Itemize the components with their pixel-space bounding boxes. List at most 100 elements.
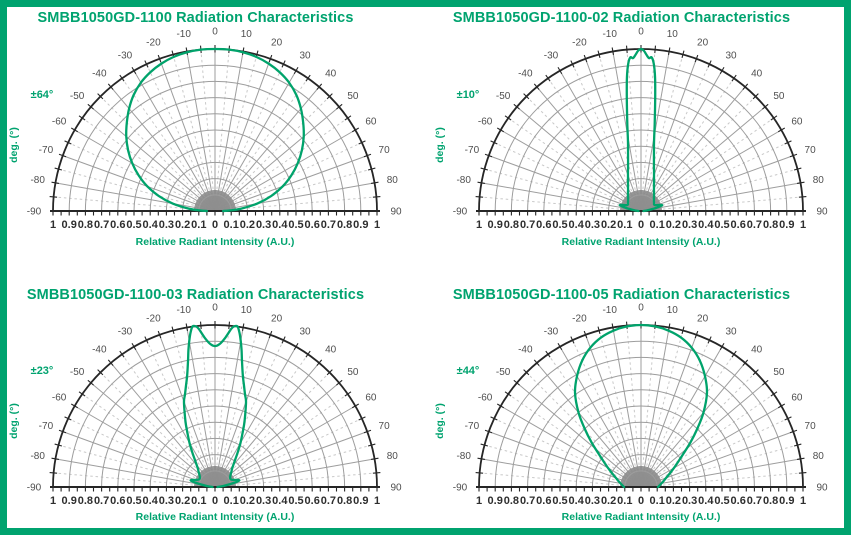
svg-text:90: 90: [816, 483, 828, 494]
svg-text:0.3: 0.3: [585, 495, 600, 507]
svg-text:0.4: 0.4: [569, 219, 585, 231]
chart-1100: -90 -80 -70 -60 -50 -40 -30 -20 -10 0 10 20 30 40 50 60…: [0, 0, 425, 267]
svg-text:0.2: 0.2: [601, 219, 616, 231]
svg-text:0.6: 0.6: [110, 495, 125, 507]
svg-text:-90: -90: [27, 207, 42, 218]
svg-text:50: 50: [773, 91, 785, 102]
svg-text:-40: -40: [92, 345, 107, 356]
svg-text:0.7: 0.7: [321, 495, 336, 507]
svg-text:80: 80: [387, 451, 399, 462]
svg-text:0.9: 0.9: [779, 495, 794, 507]
svg-text:0.5: 0.5: [126, 495, 141, 507]
svg-text:-90: -90: [453, 207, 468, 218]
svg-text:-30: -30: [544, 51, 559, 62]
svg-text:0.5: 0.5: [714, 219, 729, 231]
svg-text:-20: -20: [572, 37, 587, 48]
svg-text:0.6: 0.6: [305, 495, 320, 507]
svg-text:-40: -40: [518, 345, 533, 356]
chart-1100-02: -90 -80 -70 -60 -50 -40 -30 -20 -10 0 10 20 30 40 50 60…: [426, 0, 851, 267]
svg-text:0: 0: [638, 303, 644, 314]
svg-text:80: 80: [813, 175, 825, 186]
polar-plot-1100-03: -90-80-70-60-50-40-30-20-10 0 102030405060…: [27, 303, 402, 508]
svg-text:0.6: 0.6: [305, 219, 320, 231]
svg-text:0: 0: [638, 27, 644, 38]
svg-text:0.9: 0.9: [62, 495, 77, 507]
svg-text:0.6: 0.6: [731, 495, 746, 507]
chart-1100-03: -90 -80 -70 -60 -50 -40 -30 -20 -10 0 10 20 30 40 50 60…: [0, 268, 425, 535]
svg-text:30: 30: [725, 327, 737, 338]
y-axis-label: deg. (°): [434, 403, 446, 439]
svg-text:0.3: 0.3: [682, 219, 697, 231]
svg-text:-70: -70: [465, 421, 480, 432]
svg-text:0.1: 0.1: [617, 219, 632, 231]
svg-text:0.9: 0.9: [353, 219, 368, 231]
svg-text:0.7: 0.7: [321, 219, 336, 231]
svg-text:0.1: 0.1: [650, 495, 665, 507]
svg-text:1: 1: [374, 219, 380, 231]
svg-text:-50: -50: [496, 367, 511, 378]
svg-text:0: 0: [638, 219, 644, 231]
svg-text:-90: -90: [27, 483, 42, 494]
svg-text:90: 90: [390, 483, 402, 494]
svg-text:-10: -10: [176, 305, 191, 316]
svg-text:0.3: 0.3: [256, 495, 271, 507]
svg-text:20: 20: [697, 313, 709, 324]
polar-plot-1100: -90-80-70-60-50-40-30-20-10 0 102030405060…: [27, 27, 402, 232]
svg-text:60: 60: [791, 117, 803, 128]
svg-text:40: 40: [751, 69, 763, 80]
x-axis-label: Relative Radiant Intensity (A.U.): [561, 236, 721, 248]
x-axis-label: Relative Radiant Intensity (A.U.): [561, 511, 721, 523]
svg-text:90: 90: [390, 207, 402, 218]
svg-text:1: 1: [476, 219, 482, 231]
svg-text:0.2: 0.2: [601, 495, 616, 507]
svg-text:0.5: 0.5: [552, 495, 567, 507]
svg-text:-50: -50: [70, 367, 85, 378]
svg-text:10: 10: [241, 29, 253, 40]
x-axis-label: Relative Radiant Intensity (A.U.): [135, 511, 295, 523]
y-axis-label: deg. (°): [8, 127, 20, 163]
svg-text:0.7: 0.7: [520, 219, 535, 231]
svg-text:0.6: 0.6: [536, 495, 551, 507]
svg-text:0.7: 0.7: [520, 495, 535, 507]
svg-text:0: 0: [212, 303, 218, 314]
svg-text:90: 90: [816, 207, 828, 218]
y-axis-label: deg. (°): [8, 403, 20, 439]
svg-text:0.1: 0.1: [224, 219, 239, 231]
svg-text:0.5: 0.5: [288, 219, 303, 231]
svg-text:10: 10: [241, 305, 253, 316]
svg-text:1: 1: [800, 219, 806, 231]
svg-text:0.3: 0.3: [585, 219, 600, 231]
svg-text:0.4: 0.4: [143, 219, 159, 231]
svg-text:0.4: 0.4: [698, 219, 714, 231]
svg-text:0.8: 0.8: [504, 219, 519, 231]
svg-text:0.4: 0.4: [698, 495, 714, 507]
svg-text:0.5: 0.5: [288, 495, 303, 507]
svg-text:50: 50: [773, 367, 785, 378]
svg-text:-80: -80: [30, 451, 45, 462]
svg-text:-80: -80: [30, 175, 45, 186]
x-axis-label: Relative Radiant Intensity (A.U.): [135, 236, 295, 248]
svg-text:-70: -70: [465, 145, 480, 156]
svg-text:0.4: 0.4: [143, 495, 159, 507]
svg-text:0.6: 0.6: [110, 219, 125, 231]
svg-text:-70: -70: [39, 145, 54, 156]
svg-text:1: 1: [374, 495, 380, 507]
svg-text:-10: -10: [602, 305, 617, 316]
svg-text:0.2: 0.2: [666, 219, 681, 231]
svg-text:70: 70: [379, 145, 391, 156]
svg-text:0.5: 0.5: [552, 219, 567, 231]
svg-text:-10: -10: [176, 29, 191, 40]
svg-text:-30: -30: [544, 327, 559, 338]
svg-text:30: 30: [725, 51, 737, 62]
svg-text:1: 1: [50, 219, 56, 231]
beam-angle-label: ±10°: [456, 89, 480, 101]
svg-text:0.1: 0.1: [650, 219, 665, 231]
svg-text:0.1: 0.1: [191, 495, 206, 507]
svg-text:0.8: 0.8: [78, 495, 93, 507]
svg-text:80: 80: [387, 175, 399, 186]
svg-text:0.4: 0.4: [272, 495, 288, 507]
svg-text:0.6: 0.6: [731, 219, 746, 231]
svg-text:-30: -30: [118, 51, 133, 62]
svg-text:0.8: 0.8: [337, 219, 352, 231]
chart-title: SMBB1050GD-1100-02 Radiation Characteris…: [452, 10, 791, 26]
